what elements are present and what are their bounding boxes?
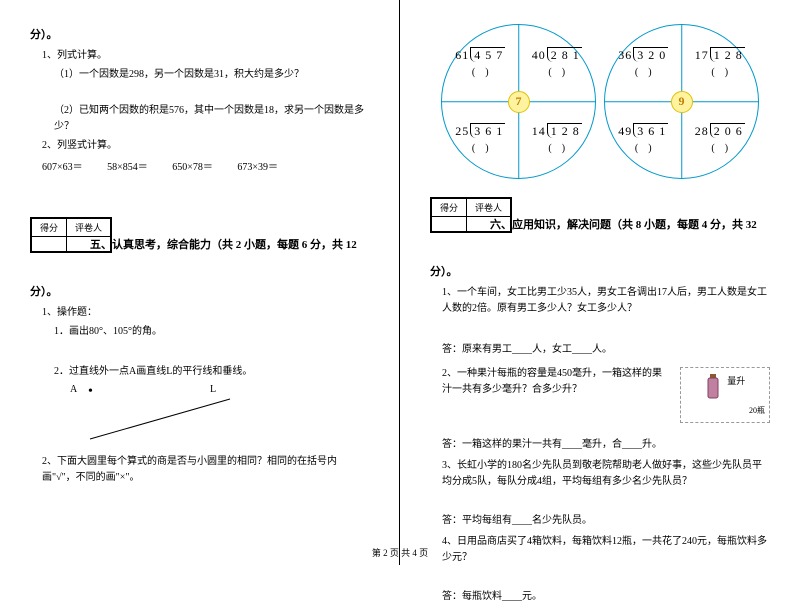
r-a2: 答：一箱这样的果汁一共有____毫升，合____升。: [442, 435, 770, 450]
circle-7: 614 5 7 ( ) 402 8 1 ( ) 253 6 1 ( ) 141 …: [441, 24, 596, 179]
calc-row: 607×63＝ 58×854＝ 650×78＝ 673×39＝: [42, 158, 369, 173]
r-a4: 答：每瓶饮料____元。: [442, 587, 770, 602]
line-diagram: A • L: [60, 384, 260, 444]
section5-title: 五、认真思考，综合能力（共 2 小题，每题 6 分，共 12: [90, 236, 357, 252]
box-label: 量升: [727, 376, 745, 386]
line-svg: [60, 384, 260, 444]
badge-9: 9: [671, 91, 693, 113]
section6-tail: 分）。: [430, 263, 770, 279]
grader-label: 评卷人: [67, 219, 111, 237]
calc4: 673×39＝: [237, 158, 278, 173]
bottle-icon: [705, 374, 721, 400]
q1: 1、列式计算。: [42, 48, 369, 64]
quad-7-tl: 614 5 7 ( ): [442, 25, 519, 102]
page-footer: 第 2 页 共 4 页: [372, 546, 428, 559]
quad-9-tr: 171 2 8 ( ): [682, 25, 759, 102]
box-count: 20瓶: [685, 405, 765, 416]
r-q4: 4、日用品商店买了4箱饮料，每箱饮料12瓶，一共花了240元，每瓶饮料多少元？: [442, 534, 770, 566]
quad-7-br: 141 2 8 ( ): [519, 102, 596, 179]
q1-2: （2）已知两个因数的积是576，其中一个因数是18，求另一个因数是多少？: [54, 103, 369, 135]
q5-2: 2、下面大圆里每个算式的商是否与小圆里的相同？相同的在括号内画"√"，不同的画"…: [42, 454, 369, 486]
quad-9-tl: 363 2 0 ( ): [605, 25, 682, 102]
section4-tail: 分）。: [30, 26, 369, 42]
q5-1-1: 1．画出80°、105°的角。: [54, 324, 369, 340]
left-column: 分）。 1、列式计算。 （1）一个因数是298，另一个因数是31，积大约是多少？…: [0, 0, 400, 565]
quad-9-br: 282 0 6 ( ): [682, 102, 759, 179]
r-q2: 2、一种果汁每瓶的容量是450毫升，一箱这样的果汁一共有多少毫升？合多少升？: [442, 366, 670, 398]
calc1: 607×63＝: [42, 158, 83, 173]
right-column: 614 5 7 ( ) 402 8 1 ( ) 253 6 1 ( ) 141 …: [400, 0, 800, 565]
circle-9: 363 2 0 ( ) 171 2 8 ( ) 493 6 1 ( ) 282 …: [604, 24, 759, 179]
juice-box: 量升 20瓶: [680, 367, 770, 423]
r-q1: 1、一个车间，女工比男工少35人，男女工各调出17人后，男工人数是女工人数的2倍…: [442, 285, 770, 317]
q5-1-2: 2．过直线外一点A画直线L的平行线和垂线。: [54, 364, 369, 380]
q2: 2、列竖式计算。: [42, 138, 369, 154]
q5-1: 1、操作题：: [42, 305, 369, 321]
q1-1: （1）一个因数是298，另一个因数是31，积大约是多少？: [54, 67, 369, 83]
score-label: 得分: [32, 219, 67, 237]
calc3: 650×78＝: [172, 158, 213, 173]
r-a3: 答：平均每组有____名少先队员。: [442, 511, 770, 526]
score-label-6: 得分: [432, 199, 467, 217]
r-a1: 答：原来有男工____人，女工____人。: [442, 340, 770, 355]
badge-7: 7: [508, 91, 530, 113]
quad-7-tr: 402 8 1 ( ): [519, 25, 596, 102]
circle-group: 614 5 7 ( ) 402 8 1 ( ) 253 6 1 ( ) 141 …: [430, 24, 770, 179]
grader-label-6: 评卷人: [467, 199, 511, 217]
quad-7-bl: 253 6 1 ( ): [442, 102, 519, 179]
calc2: 58×854＝: [107, 158, 148, 173]
section5-tail: 分）。: [30, 283, 369, 299]
r-q3: 3、长虹小学的180名少先队员到敬老院帮助老人做好事，这些少先队员平均分成5队，…: [442, 458, 770, 490]
section6-title: 六、应用知识，解决问题（共 8 小题，每题 4 分，共 32: [490, 216, 757, 232]
quad-9-bl: 493 6 1 ( ): [605, 102, 682, 179]
